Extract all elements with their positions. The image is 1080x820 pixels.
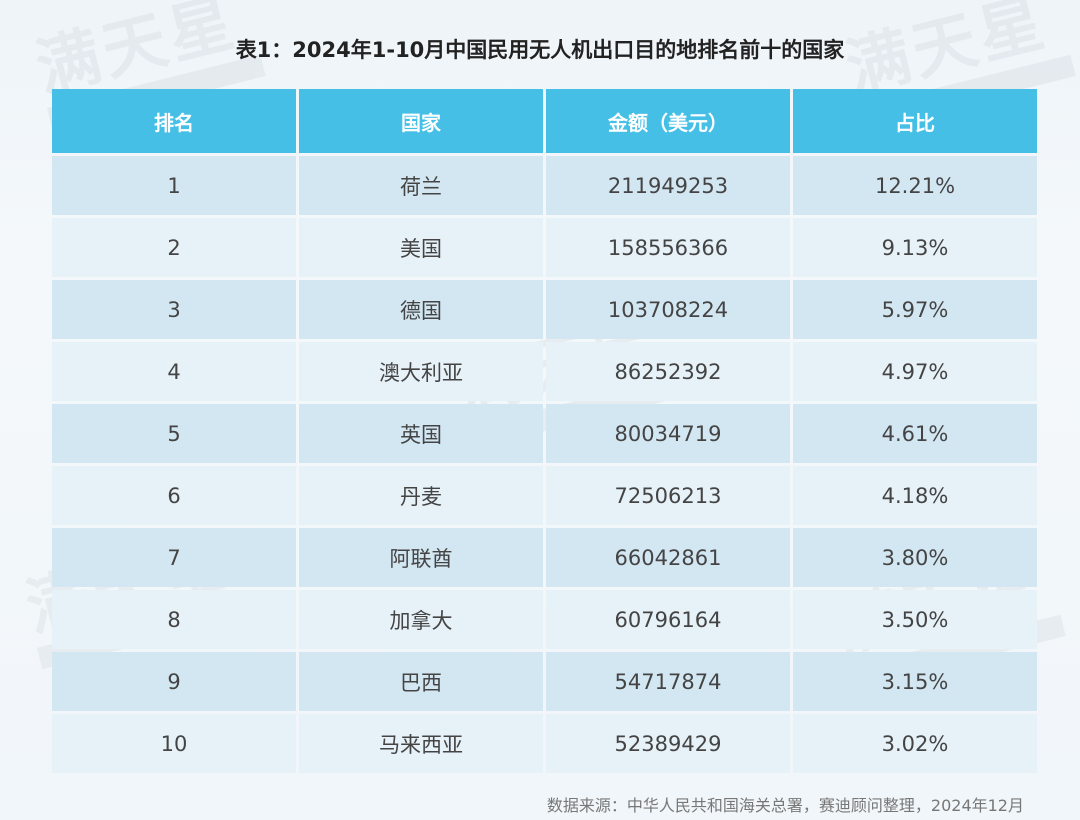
cell-country: 荷兰 xyxy=(299,156,543,215)
cell-country: 德国 xyxy=(299,280,543,339)
table-row: 4 澳大利亚 86252392 4.97% xyxy=(52,342,1037,401)
cell-rank: 4 xyxy=(52,342,296,401)
cell-share: 3.02% xyxy=(793,714,1037,773)
cell-rank: 3 xyxy=(52,280,296,339)
table-row: 3 德国 103708224 5.97% xyxy=(52,280,1037,339)
cell-amount: 211949253 xyxy=(546,156,790,215)
table-title: 表1：2024年1-10月中国民用无人机出口目的地排名前十的国家 xyxy=(235,38,845,62)
table-row: 8 加拿大 60796164 3.50% xyxy=(52,590,1037,649)
cell-amount: 54717874 xyxy=(546,652,790,711)
cell-share: 12.21% xyxy=(793,156,1037,215)
cell-rank: 2 xyxy=(52,218,296,277)
data-source-note: 数据来源：中华人民共和国海关总署，赛迪顾问整理，2024年12月 xyxy=(546,796,1024,815)
cell-country: 阿联酋 xyxy=(299,528,543,587)
cell-amount: 52389429 xyxy=(546,714,790,773)
cell-country: 澳大利亚 xyxy=(299,342,543,401)
table-header-row: 排名 国家 金额（美元） 占比 xyxy=(52,89,1037,153)
cell-amount: 80034719 xyxy=(546,404,790,463)
header-rank: 排名 xyxy=(52,89,296,153)
cell-rank: 10 xyxy=(52,714,296,773)
cell-rank: 6 xyxy=(52,466,296,525)
table-row: 1 荷兰 211949253 12.21% xyxy=(52,156,1037,215)
cell-share: 3.80% xyxy=(793,528,1037,587)
cell-country: 马来西亚 xyxy=(299,714,543,773)
header-country: 国家 xyxy=(299,89,543,153)
cell-rank: 1 xyxy=(52,156,296,215)
table-row: 10 马来西亚 52389429 3.02% xyxy=(52,714,1037,773)
table-row: 5 英国 80034719 4.61% xyxy=(52,404,1037,463)
cell-share: 3.15% xyxy=(793,652,1037,711)
cell-share: 3.50% xyxy=(793,590,1037,649)
header-amount: 金额（美元） xyxy=(546,89,790,153)
cell-amount: 103708224 xyxy=(546,280,790,339)
cell-rank: 5 xyxy=(52,404,296,463)
cell-country: 英国 xyxy=(299,404,543,463)
table-row: 6 丹麦 72506213 4.18% xyxy=(52,466,1037,525)
cell-rank: 7 xyxy=(52,528,296,587)
cell-country: 加拿大 xyxy=(299,590,543,649)
cell-rank: 9 xyxy=(52,652,296,711)
export-ranking-table: 排名 国家 金额（美元） 占比 1 荷兰 211949253 12.21% 2 … xyxy=(49,86,1040,776)
cell-rank: 8 xyxy=(52,590,296,649)
cell-amount: 86252392 xyxy=(546,342,790,401)
cell-amount: 60796164 xyxy=(546,590,790,649)
cell-share: 4.18% xyxy=(793,466,1037,525)
cell-share: 5.97% xyxy=(793,280,1037,339)
cell-country: 美国 xyxy=(299,218,543,277)
cell-country: 丹麦 xyxy=(299,466,543,525)
cell-amount: 72506213 xyxy=(546,466,790,525)
cell-country: 巴西 xyxy=(299,652,543,711)
cell-share: 9.13% xyxy=(793,218,1037,277)
cell-share: 4.61% xyxy=(793,404,1037,463)
header-share: 占比 xyxy=(793,89,1037,153)
table-row: 9 巴西 54717874 3.15% xyxy=(52,652,1037,711)
cell-amount: 158556366 xyxy=(546,218,790,277)
table-row: 7 阿联酋 66042861 3.80% xyxy=(52,528,1037,587)
cell-amount: 66042861 xyxy=(546,528,790,587)
cell-share: 4.97% xyxy=(793,342,1037,401)
table-row: 2 美国 158556366 9.13% xyxy=(52,218,1037,277)
